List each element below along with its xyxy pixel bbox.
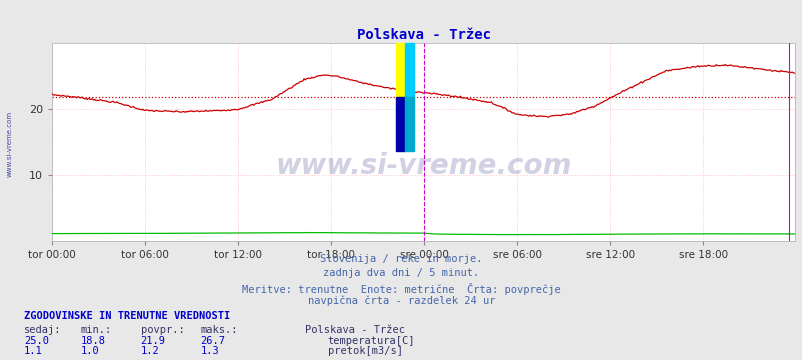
Text: 18.8: 18.8 (80, 336, 105, 346)
Text: povpr.:: povpr.: (140, 325, 184, 335)
Text: Polskava - Tržec: Polskava - Tržec (305, 325, 405, 335)
Bar (395, 43, 404, 97)
Bar (404, 97, 413, 151)
Text: Meritve: trenutne  Enote: metrične  Črta: povprečje: Meritve: trenutne Enote: metrične Črta: … (242, 283, 560, 294)
Text: pretok[m3/s]: pretok[m3/s] (327, 346, 402, 356)
Text: ZGODOVINSKE IN TRENUTNE VREDNOSTI: ZGODOVINSKE IN TRENUTNE VREDNOSTI (24, 311, 230, 321)
Text: maks.:: maks.: (200, 325, 238, 335)
Text: 1.2: 1.2 (140, 346, 159, 356)
Title: Polskava - Tržec: Polskava - Tržec (356, 28, 490, 42)
Bar (395, 97, 404, 151)
Text: min.:: min.: (80, 325, 111, 335)
Text: navpična črta - razdelek 24 ur: navpična črta - razdelek 24 ur (307, 296, 495, 306)
Text: 1.0: 1.0 (80, 346, 99, 356)
Text: 21.9: 21.9 (140, 336, 165, 346)
Bar (404, 43, 413, 97)
Text: 1.1: 1.1 (24, 346, 43, 356)
Text: zadnja dva dni / 5 minut.: zadnja dva dni / 5 minut. (323, 268, 479, 278)
Text: 1.3: 1.3 (200, 346, 219, 356)
Text: temperatura[C]: temperatura[C] (327, 336, 415, 346)
Text: sedaj:: sedaj: (24, 325, 62, 335)
Text: Slovenija / reke in morje.: Slovenija / reke in morje. (320, 254, 482, 264)
Text: www.si-vreme.com: www.si-vreme.com (6, 111, 12, 177)
Text: 25.0: 25.0 (24, 336, 49, 346)
Text: 26.7: 26.7 (200, 336, 225, 346)
Text: www.si-vreme.com: www.si-vreme.com (275, 152, 571, 180)
